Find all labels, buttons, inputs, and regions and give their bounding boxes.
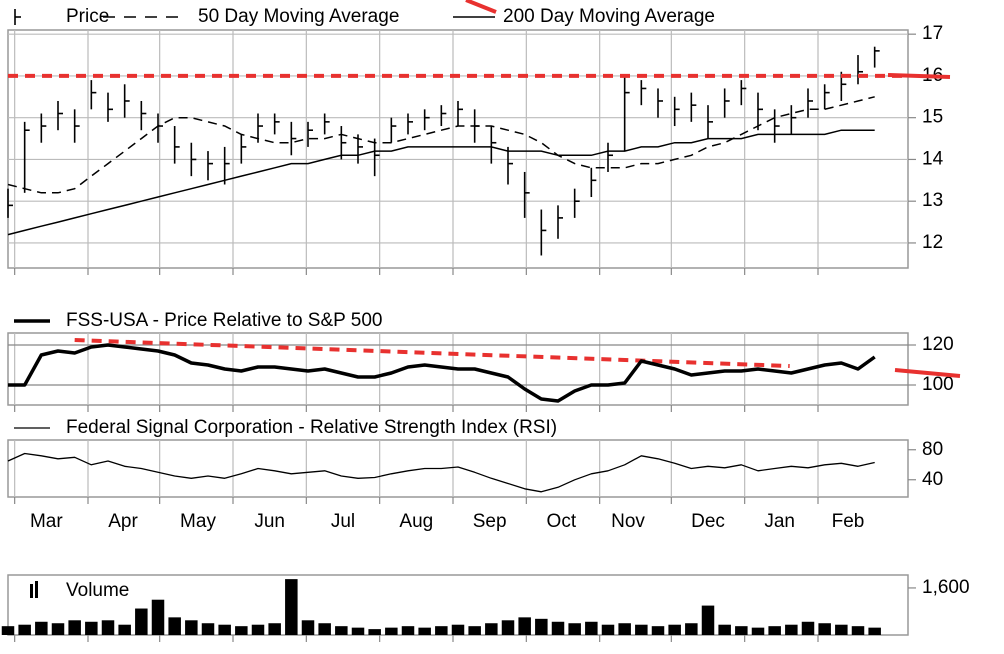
- volume-bar: [751, 627, 765, 635]
- moving-average: [7, 129, 875, 236]
- y-tick-label: 40: [922, 469, 943, 490]
- volume-bar: [301, 620, 315, 635]
- y-tick-label: 80: [922, 439, 943, 460]
- red-marker: [887, 73, 951, 79]
- y-tick-label: 12: [922, 232, 943, 253]
- x-tick-label: Dec: [691, 511, 725, 532]
- volume-bar: [568, 623, 581, 635]
- volume-bar: [18, 624, 31, 635]
- volume-bar: [818, 623, 831, 635]
- volume-bar: [101, 620, 115, 635]
- volume-bar: [201, 623, 215, 635]
- volume-bar: [501, 620, 515, 635]
- volume-bar: [868, 627, 881, 635]
- legend-label: FSS-USA - Price Relative to S&P 500: [66, 310, 382, 331]
- series-line: [7, 452, 875, 493]
- x-tick-label: Jun: [254, 511, 285, 532]
- volume-bar: [51, 623, 65, 635]
- volume-bar: [435, 626, 448, 635]
- plot-frame: [7, 439, 909, 498]
- volume-bar: [768, 626, 781, 635]
- annotations: [465, 0, 961, 378]
- volume-bar: [401, 626, 415, 635]
- legend-label: Federal Signal Corporation - Relative St…: [66, 417, 557, 438]
- plot-frame: [7, 332, 909, 406]
- volume-bar: [685, 623, 698, 635]
- x-tick-label: Nov: [611, 511, 645, 532]
- volume-bar: [151, 599, 165, 635]
- volume-bar: [335, 626, 348, 635]
- volume-bar: [218, 624, 231, 635]
- x-tick-label: Jul: [331, 511, 355, 532]
- legend-label: 200 Day Moving Average: [503, 6, 715, 27]
- volume-bar: [68, 620, 81, 635]
- volume-bar: [451, 624, 465, 635]
- volume-bar: [185, 620, 198, 635]
- trend-line: [74, 338, 790, 368]
- volume-bar: [801, 621, 815, 635]
- volume-bar: [35, 621, 48, 635]
- plot-layer: 121314151617Price50 Day Moving Average20…: [1, 6, 970, 642]
- volume-bar: [835, 624, 848, 635]
- volume-bar: [601, 624, 615, 635]
- volume-bar: [168, 617, 181, 635]
- y-tick-label: 14: [922, 148, 944, 169]
- volume-bar: [668, 624, 681, 635]
- volume-bar: [701, 605, 715, 635]
- volume-bar: [135, 608, 148, 635]
- moving-average: [7, 96, 875, 194]
- y-tick-label: 100: [922, 374, 954, 395]
- volume-bar: [635, 624, 648, 635]
- volume-bar: [618, 623, 631, 635]
- volume-bar: [318, 623, 331, 635]
- volume-bar: [368, 629, 381, 635]
- red-arrow: [465, 0, 497, 14]
- y-tick-label: 17: [922, 23, 943, 44]
- x-tick-label: Aug: [399, 511, 433, 532]
- x-tick-label: Apr: [108, 511, 138, 532]
- y-tick-label: 13: [922, 190, 943, 211]
- volume-bar: [468, 626, 481, 635]
- volume-bar: [551, 621, 565, 635]
- volume-bar: [268, 623, 281, 635]
- legend-label: Price: [66, 6, 109, 27]
- y-tick-label: 120: [922, 334, 954, 355]
- volume-bar: [735, 626, 748, 635]
- red-marker: [894, 368, 961, 378]
- volume-bar: [351, 627, 365, 635]
- volume-bar: [251, 624, 265, 635]
- volume-bar: [485, 623, 498, 635]
- x-tick-label: May: [180, 511, 216, 532]
- legend-label: 50 Day Moving Average: [198, 6, 399, 27]
- plot-frame: [7, 29, 909, 269]
- volume-bar: [518, 617, 531, 635]
- x-tick-label: Sep: [473, 511, 507, 532]
- volume-bar: [235, 626, 248, 635]
- legend-label: Volume: [66, 580, 129, 601]
- x-tick-label: Mar: [30, 511, 63, 532]
- volume-bar: [118, 624, 131, 635]
- series-line: [8, 343, 876, 403]
- volume-bar: [1, 626, 15, 635]
- y-tick-label: 1,600: [922, 577, 970, 598]
- x-tick-label: Oct: [547, 511, 577, 532]
- volume-bar: [85, 621, 98, 635]
- volume-bar: [718, 624, 731, 635]
- volume-bar: [585, 621, 598, 635]
- volume-bar: [785, 624, 798, 635]
- volume-bar: [285, 579, 298, 635]
- legend-icon: [35, 581, 38, 598]
- volume-bar: [535, 618, 548, 635]
- volume-bar: [851, 626, 865, 635]
- legend-icon: [30, 584, 33, 598]
- volume-bar: [651, 626, 665, 635]
- y-tick-label: 15: [922, 107, 943, 128]
- volume-bar: [385, 627, 398, 635]
- x-tick-label: Jan: [764, 511, 795, 532]
- x-tick-label: Feb: [832, 511, 865, 532]
- volume-bar: [418, 627, 431, 635]
